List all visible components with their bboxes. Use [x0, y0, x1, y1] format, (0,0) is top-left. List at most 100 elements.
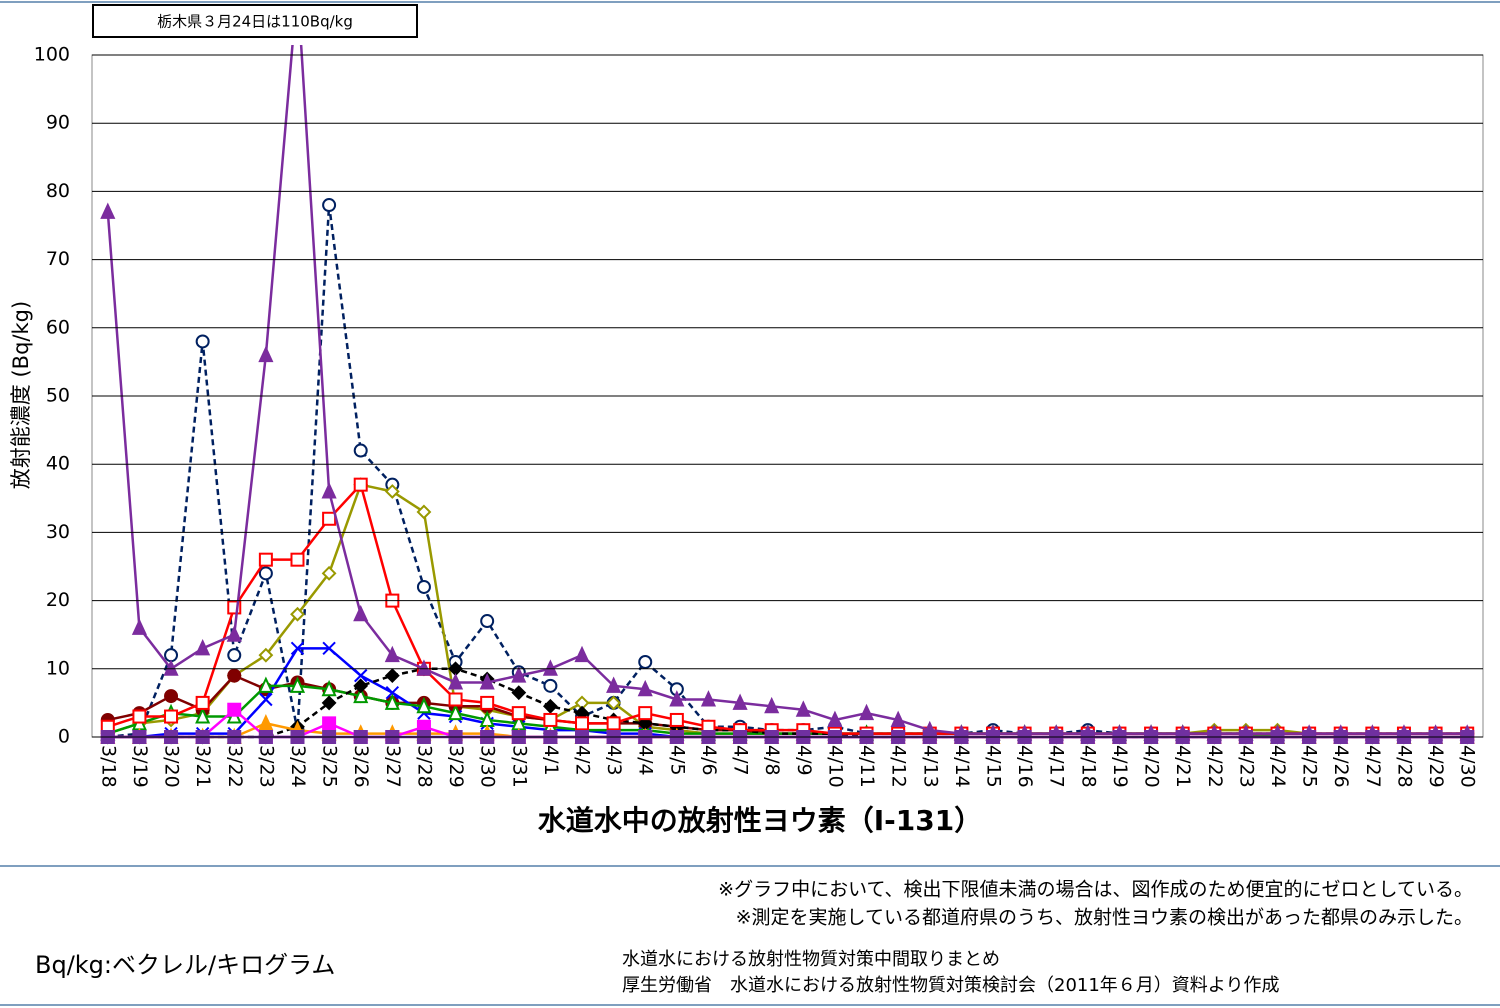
x-tick-label: 4/3 [603, 745, 625, 776]
x-tick-label: 4/20 [1141, 745, 1163, 788]
y-tick-label: 30 [46, 521, 70, 543]
marker [226, 625, 242, 642]
x-tick-label: 4/17 [1046, 745, 1068, 788]
x-tick-label: 4/15 [982, 745, 1004, 788]
marker [511, 666, 527, 683]
marker [511, 685, 527, 701]
marker [384, 668, 400, 684]
unit-note: Bq/kg:ベクレル/キログラム [35, 951, 335, 979]
y-tick-label: 80 [46, 180, 70, 202]
marker [354, 668, 368, 683]
x-tick-label: 4/4 [635, 745, 657, 776]
y-tick-label: 10 [46, 657, 70, 679]
marker [637, 679, 653, 697]
x-tick-label: 4/19 [1109, 745, 1131, 788]
marker [321, 482, 337, 499]
x-tick-label: 3/31 [508, 745, 530, 788]
marker [479, 673, 495, 690]
x-tick-label: 4/23 [1235, 745, 1257, 788]
marker [384, 484, 400, 499]
marker [322, 641, 336, 656]
source: 水道水における放射性物質対策中間取りまとめ [622, 949, 1000, 970]
marker [195, 707, 211, 724]
marker [732, 693, 748, 710]
marker [227, 648, 242, 663]
x-tick-label: 4/7 [730, 745, 752, 776]
marker [638, 654, 653, 669]
chart-title: 水道水中の放射性ヨウ素（I-131） [538, 804, 983, 837]
marker [227, 668, 242, 683]
x-tick-label: 4/21 [1172, 745, 1194, 788]
x-tick-label: 3/26 [350, 745, 372, 788]
marker [448, 692, 463, 707]
marker [353, 686, 369, 704]
series-line [107, 674, 1468, 735]
marker [353, 604, 369, 622]
x-tick-label: 4/22 [1204, 745, 1226, 788]
x-tick-label: 3/19 [129, 745, 151, 788]
marker [259, 692, 273, 707]
marker [480, 614, 495, 629]
x-tick-label: 4/13 [919, 745, 941, 788]
marker [290, 552, 305, 567]
marker [447, 703, 464, 721]
marker [289, 676, 306, 693]
marker [827, 710, 843, 727]
series-line [107, 647, 1468, 739]
x-tick-label: 3/30 [477, 745, 499, 788]
x-tick-label: 3/24 [287, 745, 309, 788]
marker [195, 695, 210, 710]
marker [606, 676, 622, 693]
marker [290, 606, 305, 622]
series-line [106, 45, 1468, 735]
series-line [107, 667, 1468, 739]
marker [416, 579, 431, 594]
x-tick-label: 4/8 [761, 745, 783, 776]
y-tick-label: 60 [46, 316, 70, 338]
x-tick-label: 4/25 [1299, 745, 1321, 788]
marker [638, 706, 653, 721]
x-tick-label: 3/28 [413, 745, 435, 788]
marker [669, 712, 684, 727]
marker [353, 477, 368, 492]
marker [890, 710, 906, 727]
marker [258, 552, 273, 567]
x-tick-label: 4/28 [1393, 745, 1415, 788]
x-tick-label: 3/29 [445, 745, 467, 788]
marker [322, 198, 337, 213]
marker [321, 695, 337, 711]
annotation: 栃木県３月24日は110Bq/kg [157, 13, 353, 31]
y-tick-label: 0 [58, 726, 70, 748]
marker [164, 648, 179, 663]
x-tick-label: 4/18 [1077, 745, 1099, 788]
annotation-box [92, 4, 418, 38]
marker [543, 712, 558, 727]
marker [606, 695, 622, 711]
marker [858, 703, 875, 721]
x-tick-label: 3/23 [255, 745, 277, 788]
x-tick-label: 4/6 [698, 745, 720, 776]
marker [258, 647, 274, 663]
source: 厚生労働省 水道水における放射性物質対策検討会（2011年６月）資料より作成 [622, 975, 1279, 996]
x-tick-label: 3/21 [192, 745, 214, 788]
x-tick-label: 4/14 [951, 745, 973, 788]
marker [385, 685, 400, 700]
x-tick-label: 3/27 [382, 745, 404, 788]
marker [164, 689, 179, 704]
series-line [107, 483, 1468, 735]
marker [353, 678, 369, 694]
marker [322, 716, 337, 731]
x-tick-label: 4/1 [540, 745, 562, 776]
marker [384, 645, 400, 663]
x-tick-label: 3/22 [224, 745, 246, 788]
marker [258, 345, 274, 363]
x-tick-label: 4/11 [856, 745, 878, 788]
marker [700, 690, 717, 707]
plot [100, 45, 1475, 745]
y-axis-label: 放射能濃度 (Bq/kg) [9, 301, 33, 489]
marker [258, 566, 273, 581]
x-tick-label: 4/27 [1362, 745, 1384, 788]
y-tick-label: 40 [46, 453, 70, 475]
marker [384, 693, 400, 710]
marker [321, 679, 337, 697]
